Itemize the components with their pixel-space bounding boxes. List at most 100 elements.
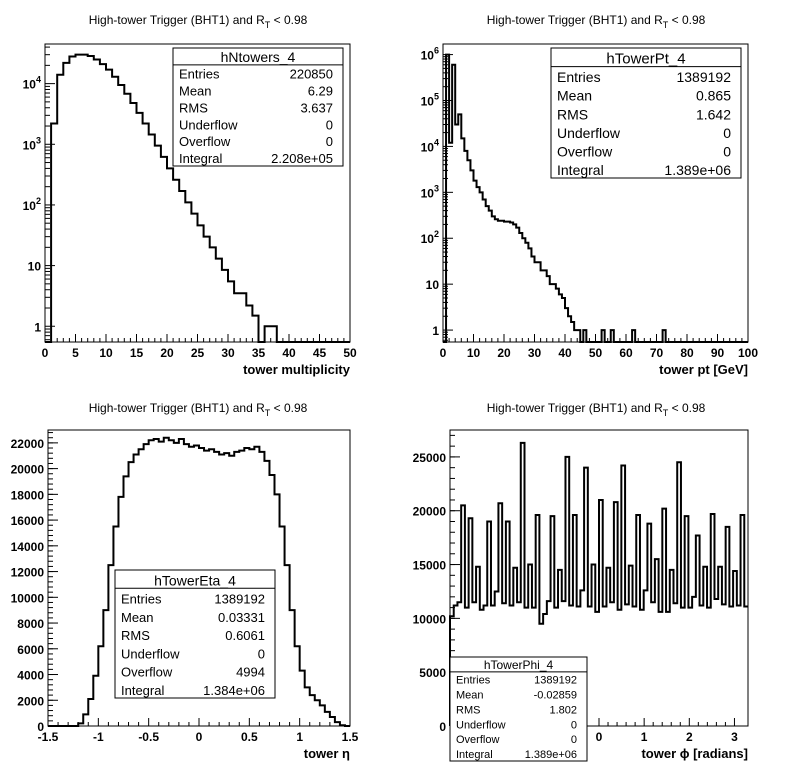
panel-towereta: High-tower Trigger (BHT1) and RT < 0.98 -… (11, 401, 359, 761)
histogram-bin (483, 199, 486, 342)
y-tick-label: 2000 (17, 694, 44, 708)
histogram-bin (744, 607, 748, 726)
histogram-bin (477, 187, 480, 342)
histogram-bin (461, 138, 464, 342)
stats-box: hTowerEta_4 Entries 1389192 Mean 0.03331 RMS 0… (114, 569, 276, 699)
stats-value: 0.03331 (218, 610, 265, 625)
histogram-bin (510, 223, 513, 342)
stats-label: Underflow (179, 117, 238, 132)
histogram-line (443, 53, 748, 343)
histogram-bin (595, 612, 599, 726)
x-tick-label: 2 (686, 730, 693, 744)
x-tick-label: 1 (296, 730, 303, 744)
x-axis-title: tower multiplicity (243, 362, 351, 377)
stats-value: 1389192 (676, 69, 731, 85)
x-axis: 0 1 2 3 (596, 718, 738, 744)
stats-value: 1.389e+06 (664, 162, 731, 178)
y-tick-label: 10 (426, 278, 440, 292)
x-tick-label: 80 (680, 346, 694, 360)
stats-value: 4994 (236, 665, 265, 680)
x-tick-label: 1 (641, 730, 648, 744)
y-axis: 1 10 102 103 104 (23, 46, 55, 341)
histogram-bin (507, 222, 510, 342)
histogram-bin (179, 191, 185, 342)
stats-label: Mean (557, 88, 592, 104)
stats-value: 1.642 (696, 106, 731, 122)
stats-value: 1389192 (214, 592, 265, 607)
histogram-series (48, 436, 350, 727)
stats-box-frame (449, 656, 588, 762)
y-tick-label: 4000 (17, 669, 44, 683)
stats-label: Overflow (456, 734, 499, 746)
chart-title: High-tower Trigger (BHT1) and RT < 0.98 (487, 401, 706, 418)
histogram-bin (88, 56, 94, 342)
histogram-bin (191, 214, 197, 342)
histogram-bin (155, 146, 161, 342)
histogram-bin (525, 243, 528, 342)
histogram-bin (519, 233, 522, 342)
histogram-bin (82, 55, 88, 342)
histogram-bin (714, 599, 718, 726)
x-axis: -1.5 -1 -0.5 0 0.5 1 1.5 (38, 718, 359, 744)
histogram-bin (666, 612, 670, 726)
histogram-bin (173, 180, 179, 342)
stats-value: -0.02859 (534, 690, 577, 702)
histogram-bin (610, 602, 614, 726)
chart-title: High-tower Trigger (BHT1) and RT < 0.98 (487, 13, 706, 30)
x-tick-label: 70 (650, 346, 664, 360)
x-tick-label: 3 (731, 730, 738, 744)
stats-box: hTowerPhi_4 Entries 1389192 Mean -0.02859 RMS… (449, 656, 588, 762)
histogram-bin (167, 168, 173, 342)
x-tick-label: 10 (99, 346, 113, 360)
histogram-series (449, 441, 748, 726)
histogram-bin (458, 114, 461, 342)
histogram-bin (674, 603, 678, 726)
y-tick-label: 105 (421, 91, 439, 108)
stats-label: Mean (121, 610, 154, 625)
stats-label: RMS (456, 704, 480, 716)
histogram-bin (729, 607, 733, 726)
histogram-bin (541, 270, 544, 342)
stats-label: RMS (557, 106, 588, 122)
x-tick-label: 25 (191, 346, 205, 360)
x-tick-label: 0 (42, 346, 49, 360)
x-tick-label: 20 (160, 346, 174, 360)
x-tick-label: 15 (130, 346, 144, 360)
histogram-bin (210, 247, 216, 342)
y-tick-label: 18000 (11, 488, 45, 502)
histogram-bin (544, 270, 547, 342)
histogram-bin (198, 225, 204, 342)
panel-towerpt: High-tower Trigger (BHT1) and RT < 0.98 0… (421, 13, 759, 377)
x-tick-label: 0 (596, 730, 603, 744)
x-axis-title: tower η (304, 746, 350, 761)
y-tick-label: 16000 (11, 514, 45, 528)
y-axis: 0 5000 10000 15000 20000 25000 (413, 434, 460, 734)
stats-label: RMS (121, 628, 150, 643)
stats-label: Entries (557, 69, 601, 85)
histogram-line (48, 436, 350, 727)
histogram-bin (516, 228, 519, 342)
x-tick-label: 35 (252, 346, 266, 360)
y-tick-label: 104 (421, 137, 439, 154)
x-tick-label: 50 (589, 346, 603, 360)
histogram-bin (498, 221, 501, 342)
histogram-bin (574, 330, 577, 342)
stats-value: 1.802 (549, 704, 577, 716)
x-tick-label: 45 (313, 346, 327, 360)
histogram-line (45, 53, 350, 343)
chart-title: High-tower Trigger (BHT1) and RT < 0.98 (89, 13, 308, 30)
histogram-bin (143, 124, 149, 342)
x-tick-label: 0 (196, 730, 203, 744)
histogram-series (45, 53, 350, 343)
x-tick-label: 0 (440, 346, 447, 360)
y-axis: 0 2000 4000 6000 8000 10000 12000 14000 16000 180… (11, 432, 58, 734)
histogram-bin (522, 238, 525, 342)
histogram-bin (480, 192, 483, 342)
histogram-bin (137, 113, 143, 342)
stats-label: Overflow (557, 143, 613, 159)
x-tick-label: 100 (738, 346, 758, 360)
histogram-bin (692, 597, 696, 726)
y-tick-label: 1 (34, 320, 41, 334)
histogram-bin (204, 237, 210, 342)
